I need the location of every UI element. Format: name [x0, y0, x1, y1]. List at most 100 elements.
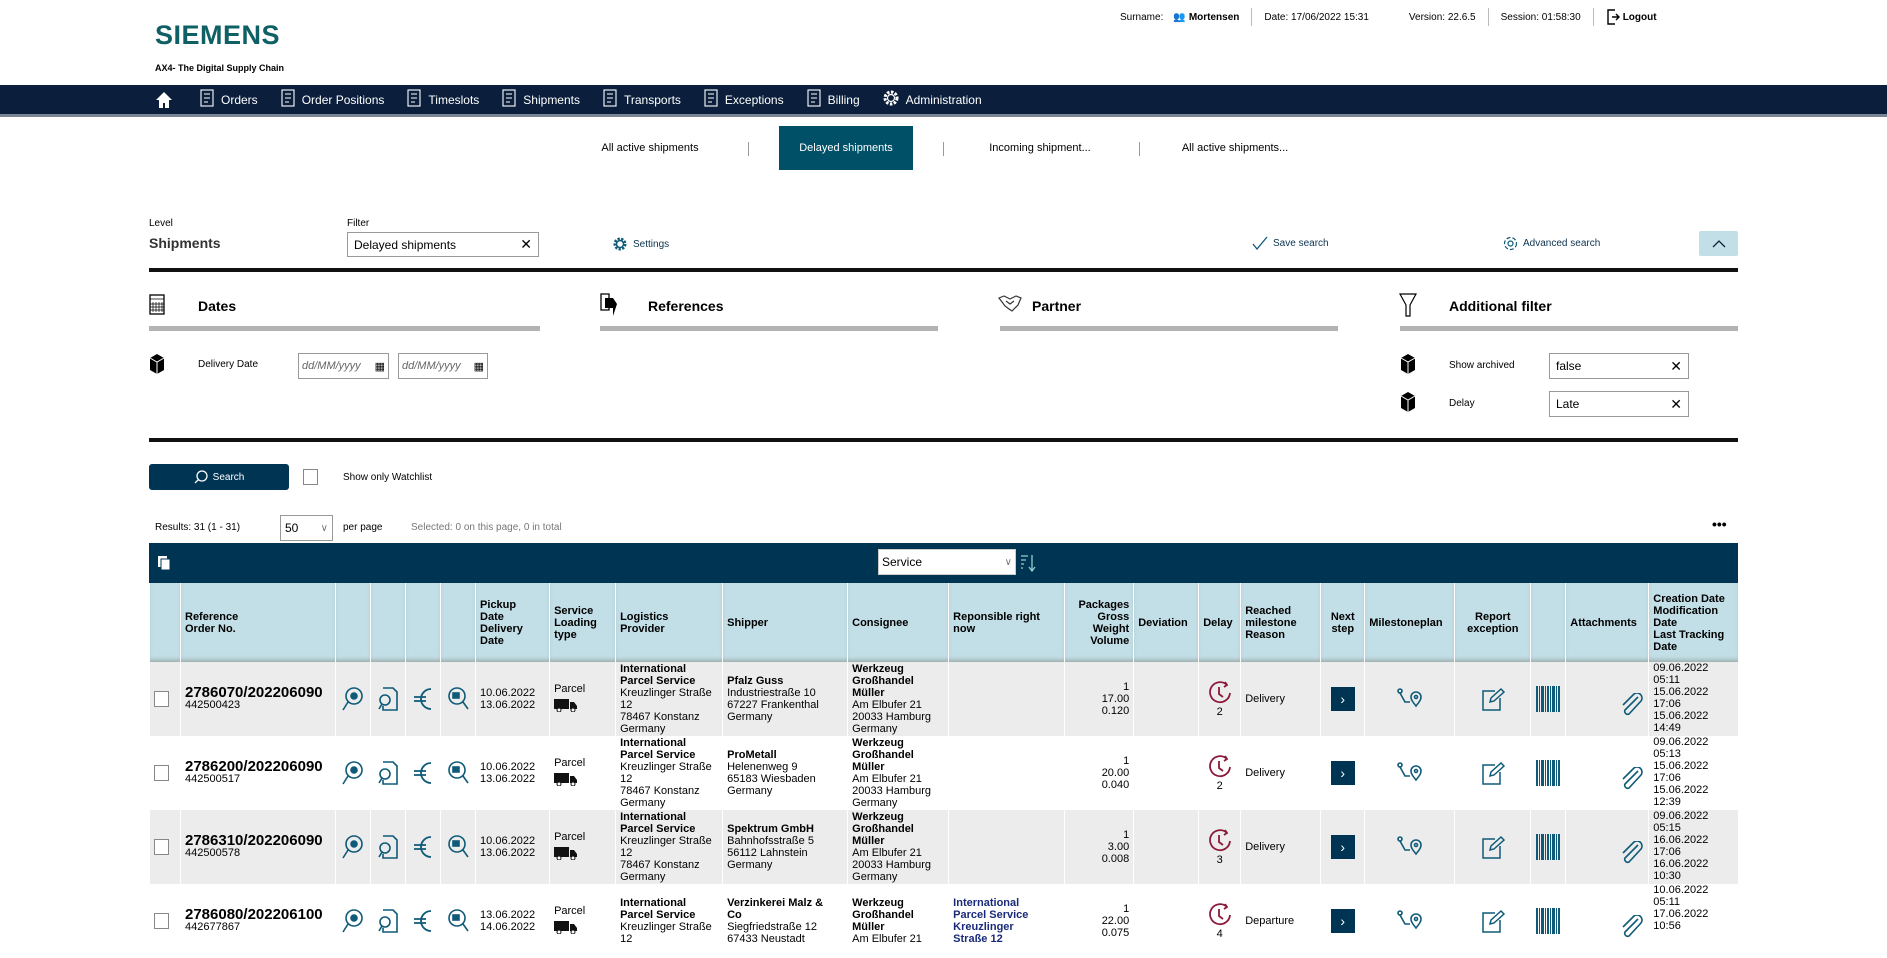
- nav-billing[interactable]: Billing: [806, 89, 860, 110]
- tab-incoming-shipment[interactable]: Incoming shipment...: [989, 142, 1091, 154]
- collapse-search-button[interactable]: [1699, 231, 1738, 256]
- document-search-icon[interactable]: [372, 834, 406, 860]
- milestone-plan-icon[interactable]: [1369, 688, 1450, 710]
- advanced-search-button[interactable]: Advanced search: [1503, 236, 1600, 251]
- show-archived-input[interactable]: false ✕: [1549, 353, 1689, 379]
- nav-shipments[interactable]: Shipments: [501, 89, 580, 110]
- reference-number[interactable]: 2786310/202206090: [185, 832, 323, 849]
- tab-all-active-shipments-2[interactable]: All active shipments...: [1181, 142, 1289, 154]
- tracking-search-icon[interactable]: [442, 908, 476, 934]
- barcode-icon[interactable]: [1532, 834, 1566, 860]
- watchlist-checkbox[interactable]: [303, 469, 318, 485]
- tracking-search-icon[interactable]: [442, 686, 476, 712]
- copy-icon[interactable]: [157, 555, 171, 571]
- barcode-icon[interactable]: [1532, 760, 1566, 786]
- view-details-icon[interactable]: [337, 908, 371, 934]
- table-row[interactable]: 2786200/202206090 442500517 10.06.2022 13.0…: [149, 736, 1738, 810]
- report-exception-icon[interactable]: [1459, 687, 1526, 711]
- nav-transports[interactable]: Transports: [602, 89, 681, 110]
- text-line: 13.06.2022: [480, 909, 536, 921]
- table-row[interactable]: 2786080/202206100 442677867 13.06.2022 14.0…: [149, 884, 1738, 958]
- view-details-icon[interactable]: [337, 760, 371, 786]
- attachment-icon[interactable]: [1570, 841, 1644, 867]
- nav-home[interactable]: [155, 91, 173, 109]
- billing-icon[interactable]: [407, 908, 441, 934]
- document-search-icon[interactable]: [372, 686, 406, 712]
- logout-button[interactable]: Logout: [1606, 9, 1657, 25]
- reference-cell[interactable]: 2786070/202206090 442500423: [179, 662, 336, 736]
- nav-administration[interactable]: Administration: [882, 89, 982, 110]
- tracking-search-icon[interactable]: [442, 834, 476, 860]
- reference-number[interactable]: 2786080/202206100: [185, 906, 323, 923]
- sort-icon[interactable]: [1020, 553, 1036, 573]
- text-line: Großhandel: [852, 675, 914, 687]
- table-row[interactable]: 2786310/202206090 442500578 10.06.2022 13.0…: [149, 810, 1738, 884]
- next-step-button[interactable]: ›: [1330, 761, 1355, 785]
- tab-all-active-shipments[interactable]: All active shipments: [601, 142, 699, 154]
- delivery-date-to-input[interactable]: dd/MM/yyyy ▦: [398, 353, 488, 379]
- row-checkbox[interactable]: [154, 913, 169, 929]
- shipments-icon: [501, 89, 517, 110]
- nav-order-positions[interactable]: Order Positions: [280, 89, 384, 110]
- next-step-button[interactable]: ›: [1330, 687, 1355, 711]
- reference-number[interactable]: 2786070/202206090: [185, 684, 323, 701]
- billing-icon[interactable]: [407, 834, 441, 860]
- attachment-icon[interactable]: [1570, 767, 1644, 793]
- nav-label: Billing: [827, 92, 860, 107]
- text-line: 15.06.2022: [1653, 784, 1709, 796]
- tab-delayed-shipments[interactable]: Delayed shipments: [779, 126, 913, 170]
- text-line: Parcel: [554, 905, 586, 917]
- next-step-button[interactable]: ›: [1330, 835, 1355, 859]
- reference-cell[interactable]: 2786200/202206090 442500517: [179, 736, 336, 810]
- milestoneplan-cell: [1364, 810, 1455, 884]
- section-references: References: [648, 298, 724, 314]
- clear-delay-icon[interactable]: ✕: [1670, 395, 1682, 412]
- tracking-search-icon[interactable]: [442, 760, 476, 786]
- delay-clock-icon: [1200, 754, 1241, 780]
- search-button[interactable]: Search: [149, 464, 289, 490]
- group-by-select[interactable]: Service ∨: [878, 549, 1016, 575]
- clear-show-archived-icon[interactable]: ✕: [1670, 357, 1682, 374]
- row-checkbox[interactable]: [154, 691, 169, 707]
- report-exception-icon[interactable]: [1459, 909, 1526, 933]
- filter-input[interactable]: Delayed shipments ✕: [347, 232, 539, 257]
- action-cell: [370, 810, 406, 884]
- clear-filter-icon[interactable]: ✕: [520, 236, 532, 252]
- barcode-icon[interactable]: [1532, 908, 1566, 934]
- nav-exceptions[interactable]: Exceptions: [703, 89, 784, 110]
- milestone-plan-icon[interactable]: [1369, 762, 1450, 784]
- next-step-button[interactable]: ›: [1330, 909, 1355, 933]
- milestone-plan-icon[interactable]: [1369, 910, 1450, 932]
- more-options-icon[interactable]: •••: [1712, 516, 1727, 532]
- billing-icon[interactable]: [407, 760, 441, 786]
- per-page-select[interactable]: 50 ∨: [280, 515, 333, 541]
- attachment-icon[interactable]: [1570, 693, 1644, 719]
- billing-icon[interactable]: [407, 686, 441, 712]
- barcode-icon[interactable]: [1532, 686, 1566, 712]
- document-search-icon[interactable]: [372, 760, 406, 786]
- settings-button[interactable]: Settings: [612, 236, 669, 252]
- milestone-plan-icon[interactable]: [1369, 836, 1450, 858]
- nav-timeslots[interactable]: Timeslots: [406, 89, 479, 110]
- view-details-icon[interactable]: [337, 834, 371, 860]
- nav-orders[interactable]: Orders: [199, 89, 258, 110]
- text-line: 67227 Frankenthal: [727, 699, 819, 711]
- delay-clock-icon: [1200, 680, 1241, 706]
- attachment-icon[interactable]: [1570, 915, 1644, 941]
- delay-input[interactable]: Late ✕: [1549, 391, 1689, 417]
- document-search-icon[interactable]: [372, 908, 406, 934]
- row-checkbox[interactable]: [154, 839, 169, 855]
- report-exception-icon[interactable]: [1459, 835, 1526, 859]
- calendar-icon[interactable]: ▦: [374, 360, 385, 373]
- reference-cell[interactable]: 2786080/202206100 442677867: [179, 884, 336, 958]
- column-header: Next step: [1320, 583, 1365, 662]
- reference-number[interactable]: 2786200/202206090: [185, 758, 323, 775]
- row-checkbox[interactable]: [154, 765, 169, 781]
- view-details-icon[interactable]: [337, 686, 371, 712]
- report-exception-icon[interactable]: [1459, 761, 1526, 785]
- calendar-icon[interactable]: ▦: [473, 360, 484, 373]
- table-row[interactable]: 2786070/202206090 442500423 10.06.2022 13.0…: [149, 662, 1738, 736]
- delivery-date-from-input[interactable]: dd/MM/yyyy ▦: [298, 353, 389, 379]
- reference-cell[interactable]: 2786310/202206090 442500578: [179, 810, 336, 884]
- save-search-button[interactable]: Save search: [1252, 236, 1329, 250]
